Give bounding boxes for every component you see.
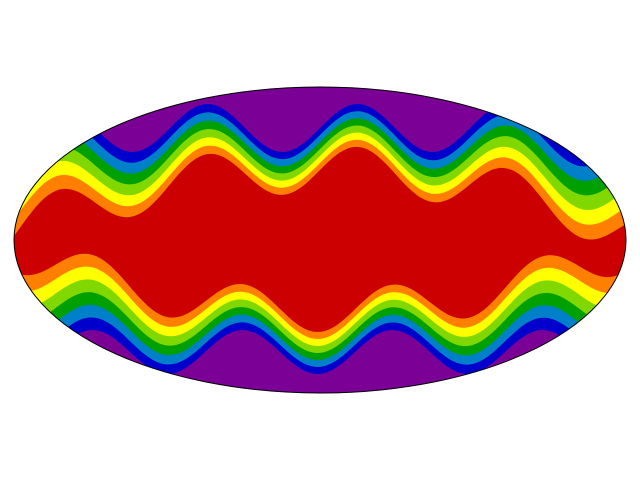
contour-band xyxy=(14,146,626,332)
map-boundary xyxy=(13,86,627,394)
